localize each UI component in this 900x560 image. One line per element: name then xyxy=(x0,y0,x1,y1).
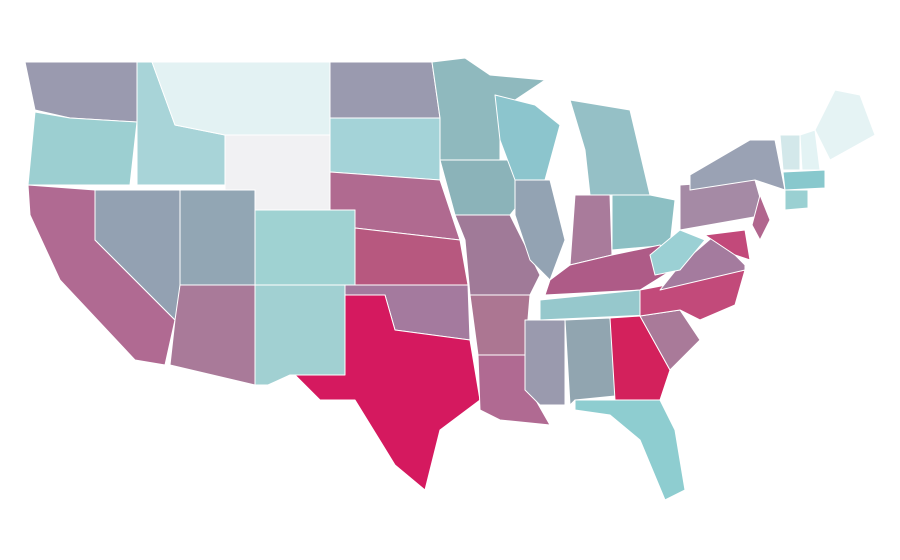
state xyxy=(469,294,531,356)
state xyxy=(649,229,706,276)
state xyxy=(329,117,441,181)
state xyxy=(779,134,801,171)
state xyxy=(564,317,626,406)
state xyxy=(294,294,481,491)
state xyxy=(689,139,786,191)
state xyxy=(329,61,441,119)
state xyxy=(169,284,256,386)
state xyxy=(574,399,686,501)
state xyxy=(569,99,651,196)
state xyxy=(609,315,671,401)
state xyxy=(751,194,771,241)
state xyxy=(27,111,138,186)
state xyxy=(179,189,256,286)
state xyxy=(814,89,876,161)
state xyxy=(254,284,346,386)
state xyxy=(524,319,566,406)
state xyxy=(784,189,809,211)
state xyxy=(151,61,331,136)
state xyxy=(569,194,613,266)
state xyxy=(782,169,826,191)
state xyxy=(704,229,751,261)
state xyxy=(611,194,676,251)
state xyxy=(799,129,821,171)
state xyxy=(254,209,356,286)
